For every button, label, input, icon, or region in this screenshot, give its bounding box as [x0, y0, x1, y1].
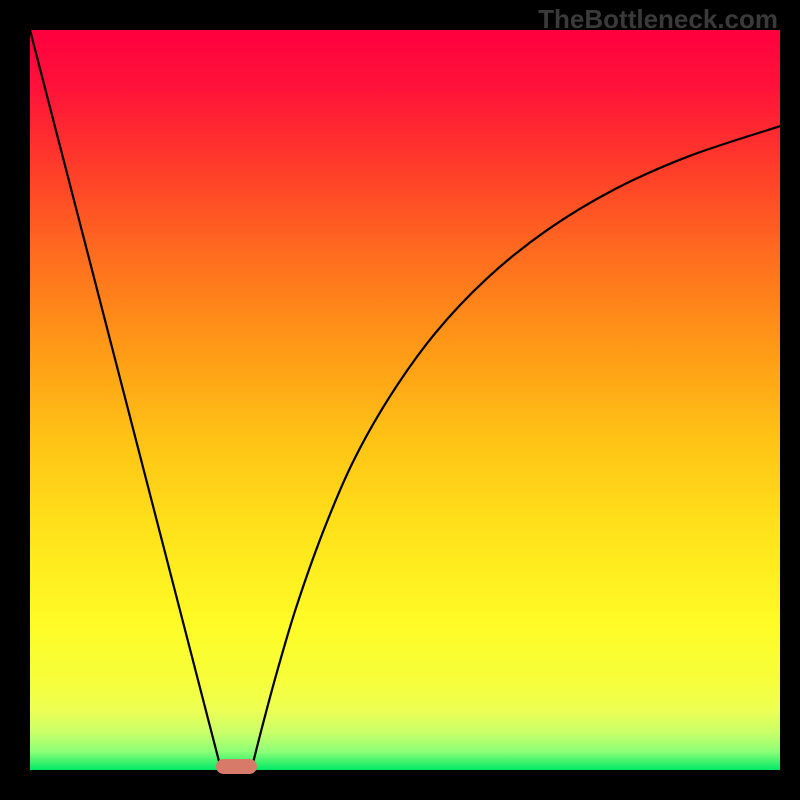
- watermark-label: TheBottleneck.com: [538, 4, 778, 35]
- left-branch-line: [30, 30, 221, 770]
- right-branch-curve: [251, 126, 780, 770]
- chart-curves: [0, 0, 800, 800]
- minimum-marker: [216, 759, 257, 774]
- chart-container: TheBottleneck.com: [0, 0, 800, 800]
